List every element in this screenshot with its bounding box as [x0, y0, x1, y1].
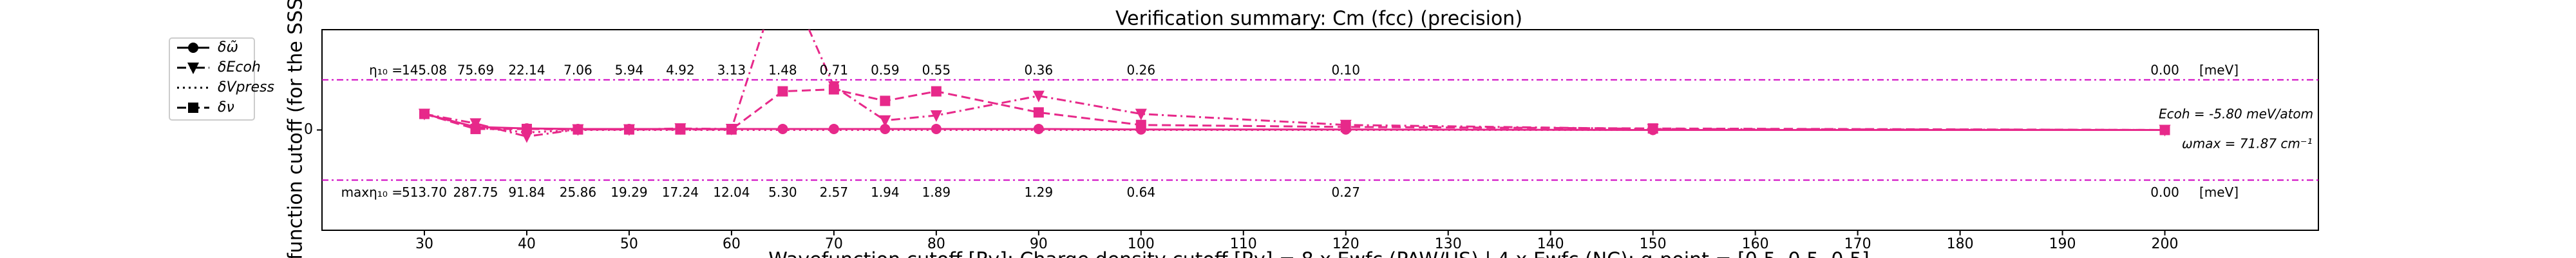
- point: [828, 123, 839, 134]
- y-axis-label: efunction cutoff (for the SSSP: [285, 0, 307, 258]
- annotation-value: 0.64: [1127, 184, 1156, 200]
- annotation-value: 91.84: [508, 184, 545, 200]
- series-line: [424, 88, 2165, 131]
- point: [880, 95, 891, 106]
- point: [777, 123, 788, 134]
- plot-area: [418, 30, 2171, 143]
- annotation-value: 0.59: [871, 62, 900, 77]
- annotation-value: 12.04: [713, 184, 750, 200]
- x-tick-label: 190: [2049, 236, 2076, 252]
- point: [1135, 108, 1147, 121]
- annotation-value: 3.13: [717, 62, 746, 77]
- point: [675, 124, 686, 135]
- point: [1647, 123, 1658, 134]
- y-tick-label: 0: [304, 122, 313, 138]
- x-tick-label: 120: [1332, 236, 1359, 252]
- point: [1033, 107, 1044, 118]
- annotation-value: 1.48: [768, 62, 797, 77]
- point: [623, 124, 634, 135]
- annotation-value: 0.00: [2150, 184, 2179, 200]
- annotation-value: 1.94: [871, 184, 900, 200]
- x-tick-label: 140: [1537, 236, 1564, 252]
- x-tick-label: 130: [1435, 236, 1462, 252]
- point: [573, 124, 583, 135]
- legend-marker: [188, 43, 198, 53]
- point: [777, 86, 788, 97]
- x-tick-label: 180: [1947, 236, 1974, 252]
- point: [470, 123, 481, 134]
- series-line: [424, 30, 2165, 138]
- point: [520, 131, 533, 143]
- x-tick-label: 90: [1030, 236, 1048, 252]
- annotation-value: 25.86: [560, 184, 596, 200]
- annotation-value: 0.26: [1127, 62, 1156, 77]
- annotation-value: 17.24: [662, 184, 699, 200]
- point: [1032, 90, 1045, 103]
- point: [880, 123, 891, 134]
- annotation-value: 145.08: [402, 62, 447, 77]
- x-tick-label: 60: [723, 236, 741, 252]
- legend-label: δVpress: [218, 79, 274, 95]
- point: [419, 108, 430, 119]
- annotation-value: 4.92: [666, 62, 695, 77]
- x-axis-label: Wavefunction cutoff [Ry]; Charge density…: [768, 249, 1870, 258]
- annotation-label: maxη₁₀ =: [341, 184, 402, 200]
- point: [1135, 119, 1146, 130]
- point: [930, 110, 942, 122]
- ecoh-note: Ecoh = -5.80 meV/atom: [2159, 106, 2313, 122]
- legend-box: [169, 37, 255, 121]
- annotation-value: 287.75: [453, 184, 498, 200]
- annotation-value: 0.10: [1331, 62, 1360, 77]
- point: [879, 115, 891, 127]
- x-tick-label: 100: [1128, 236, 1155, 252]
- x-tick-label: 110: [1230, 236, 1257, 252]
- legend-marker: [187, 63, 199, 74]
- legend-marker: [188, 103, 198, 113]
- annotation-value: 0.71: [820, 62, 849, 77]
- point: [828, 84, 839, 95]
- annotation-value: 0.27: [1331, 184, 1360, 200]
- annotation-value: 1.89: [922, 184, 951, 200]
- point: [931, 123, 942, 134]
- point: [2159, 124, 2170, 135]
- x-tick-label: 200: [2152, 236, 2179, 252]
- annotation-value: 2.57: [820, 184, 849, 200]
- legend-label: δω̃: [218, 39, 238, 55]
- annotation-value: 75.69: [457, 62, 494, 77]
- chart-title: Verification summary: Cm (fcc) (precisio…: [1115, 8, 1522, 30]
- annotation-value: 7.06: [564, 62, 592, 77]
- x-tick-label: 40: [518, 236, 536, 252]
- x-tick-label: 30: [415, 236, 433, 252]
- annotation-unit: [meV]: [2199, 62, 2239, 77]
- x-tick-label: 150: [1640, 236, 1667, 252]
- annotation-label: η₁₀ =: [369, 62, 402, 77]
- annotation-value: 513.70: [402, 184, 447, 200]
- x-tick-label: 160: [1742, 236, 1769, 252]
- omega-note: ωmax = 71.87 cm⁻¹: [2182, 136, 2312, 152]
- annotation-value: 0.55: [922, 62, 951, 77]
- point: [726, 124, 737, 135]
- annotation-value: 22.14: [508, 62, 545, 77]
- annotation-value: 5.30: [768, 184, 797, 200]
- point: [1033, 123, 1044, 134]
- annotation-value: 19.29: [611, 184, 647, 200]
- annotation-value: 0.00: [2150, 62, 2179, 77]
- x-tick-label: 170: [1844, 236, 1871, 252]
- x-tick-label: 80: [927, 236, 945, 252]
- annotation-value: 1.29: [1025, 184, 1054, 200]
- point: [1340, 121, 1351, 132]
- annotation-value: 0.36: [1025, 62, 1054, 77]
- x-tick-label: 50: [620, 236, 638, 252]
- x-tick-label: 70: [825, 236, 843, 252]
- legend-label: δν: [218, 99, 234, 115]
- annotation-value: 5.94: [615, 62, 644, 77]
- annotation-unit: [meV]: [2199, 184, 2239, 200]
- point: [931, 86, 942, 97]
- point: [521, 123, 532, 134]
- legend-label: δEcoh: [218, 59, 261, 75]
